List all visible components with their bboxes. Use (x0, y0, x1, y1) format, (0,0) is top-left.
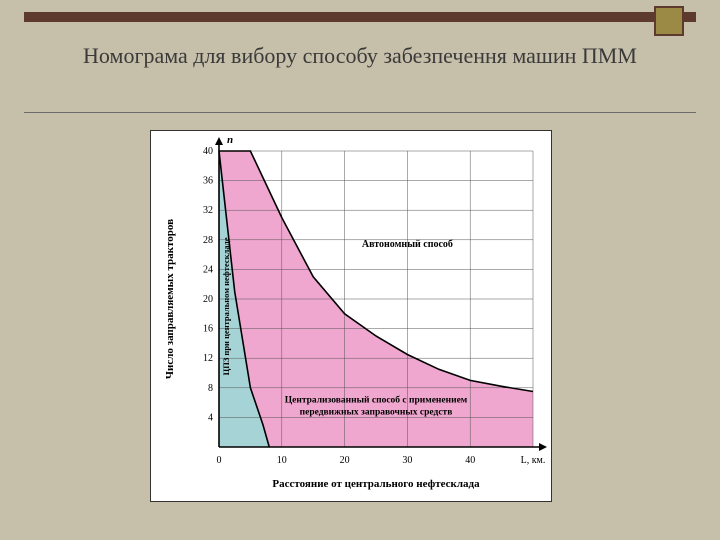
x-tick-label: 0 (217, 455, 222, 466)
accent-square (654, 6, 684, 36)
x-tick-label: L, км. (521, 455, 546, 466)
y-tick-label: 8 (208, 383, 213, 394)
y-tick-label: 12 (203, 353, 213, 364)
y-axis-arrow (215, 137, 223, 145)
x-tick-label: 10 (277, 455, 287, 466)
y-tick-label: 4 (208, 412, 213, 423)
y-tick-label: 24 (203, 264, 213, 275)
y-tick-label: 20 (203, 294, 213, 305)
y-tick-label: 28 (203, 235, 213, 246)
region1-label: ЦПЗ при центральном нефтескладе (221, 237, 231, 375)
x-tick-label: 30 (402, 455, 412, 466)
nomogram-chart: 4 8 12 16 20 24 28 32 36 40 0 10 20 30 40 L, км. n Рассто… (151, 131, 551, 501)
y-axis-title: n (227, 134, 233, 146)
top-rule (24, 12, 696, 22)
y-tick-label: 16 (203, 324, 213, 335)
y-tick-label: 32 (203, 205, 213, 216)
y-tick-label: 40 (203, 146, 213, 157)
x-axis-arrow (539, 443, 547, 451)
nomogram-figure: 4 8 12 16 20 24 28 32 36 40 0 10 20 30 40 L, км. n Рассто… (150, 130, 552, 502)
region3-label: Автономный способ (362, 239, 453, 250)
x-tick-label: 40 (465, 455, 475, 466)
page-title: Номограма для вибору способу забезпеченн… (40, 42, 680, 70)
x-tick-label: 20 (340, 455, 350, 466)
y-tick-label: 36 (203, 176, 213, 187)
region2-label-line2: передвижных заправочных средств (300, 408, 453, 418)
y-axis-label: Число заправляемых тракторов (164, 219, 176, 379)
region2-label-line1: Централизованный способ с применением (285, 395, 468, 406)
x-axis-label: Расстояние от центрального нефтесклада (272, 478, 480, 490)
title-divider (24, 112, 696, 113)
